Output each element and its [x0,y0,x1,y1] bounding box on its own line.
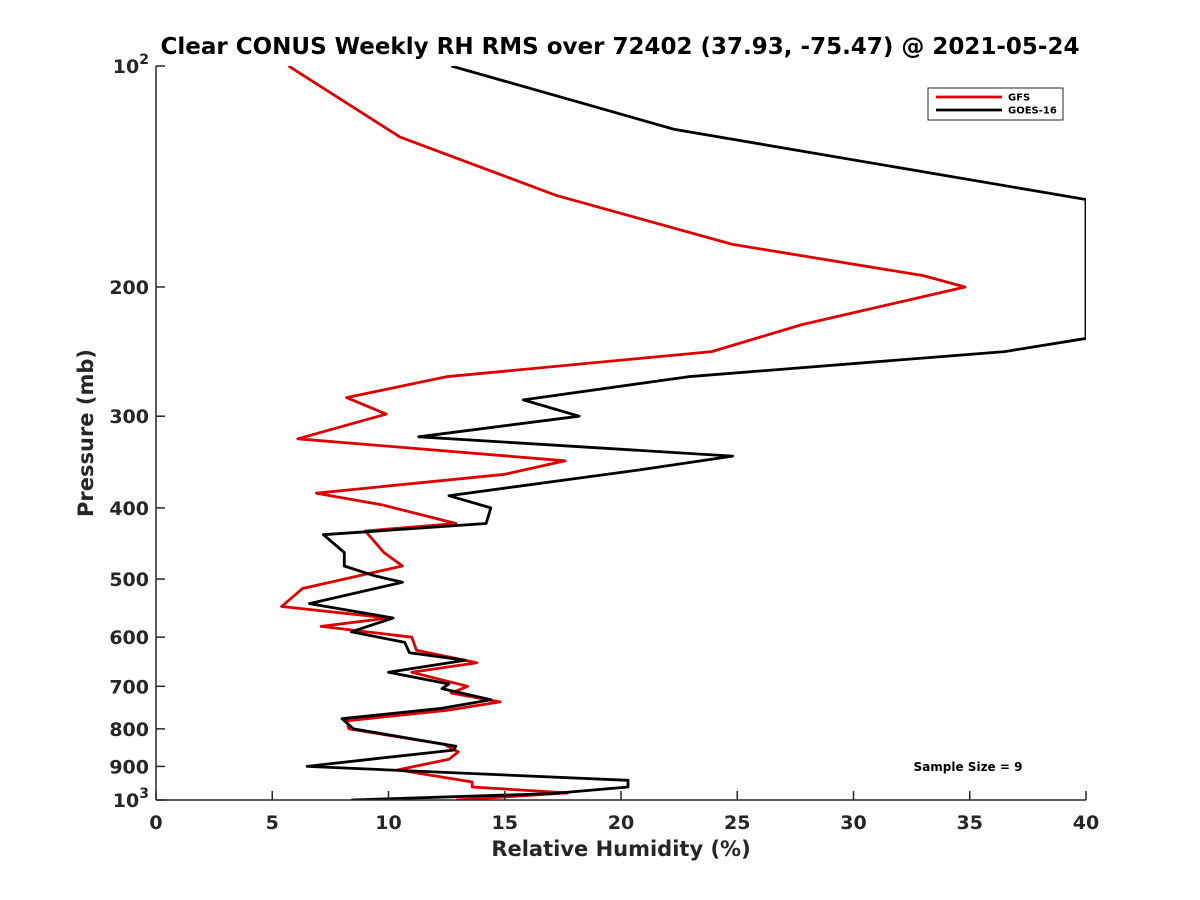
y-tick-label: 400 [109,498,149,520]
y-ticks: 102 200 300 400 500 600 700 800 900 103 [109,52,165,812]
x-tick-label: 0 [149,812,162,834]
x-tick-label: 30 [840,812,866,834]
y-tick-label: 900 [109,756,149,778]
x-tick-label: 5 [266,812,279,834]
y-tick-label: 200 [109,277,149,299]
series-layer [280,66,1086,800]
y-tick-label: 800 [109,719,149,741]
y-tick-label: 103 [113,786,149,812]
legend-box [927,87,1064,121]
x-ticks: 0 5 10 15 20 25 30 35 40 [149,791,1099,834]
y-tick-label: 102 [113,52,149,78]
x-tick-label: 40 [1073,812,1099,834]
legend-label-goes-16: GOES-16 [1008,106,1057,117]
x-tick-label: 25 [724,812,750,834]
series-line-goes-16 [305,66,1086,800]
y-tick-label: 300 [109,406,149,428]
sample-size-annotation: Sample Size = 9 [914,760,1023,774]
chart-title: Clear CONUS Weekly RH RMS over 72402 (37… [161,34,1080,60]
x-tick-label: 35 [957,812,983,834]
y-tick-label: 600 [109,627,149,649]
x-tick-label: 20 [608,812,634,834]
x-tick-label: 10 [375,812,401,834]
x-axis-label: Relative Humidity (%) [491,837,750,861]
y-tick-label: 700 [109,676,149,698]
legend-label-gfs: GFS [1008,93,1030,104]
y-axis-label: Pressure (mb) [74,349,98,517]
x-tick-label: 15 [492,812,518,834]
legend: GFS GOES-16 [927,87,1064,121]
y-tick-label: 500 [109,569,149,591]
